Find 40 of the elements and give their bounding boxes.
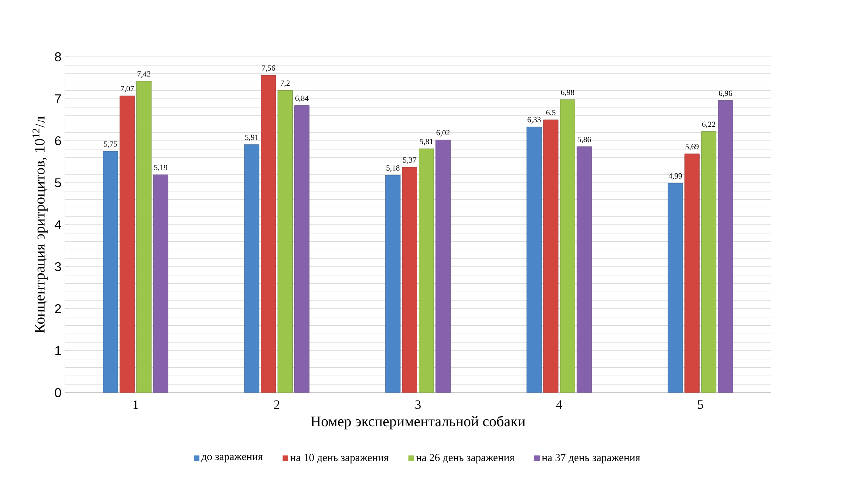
y-tick-label: 1	[56, 346, 62, 356]
legend-label: до заражения	[202, 455, 264, 463]
legend-label: на 37 день заражения	[542, 454, 640, 464]
x-tick-label: 2	[274, 400, 280, 410]
y-tick-label: 2	[55, 304, 62, 314]
y-tick-label: 5	[55, 178, 62, 188]
y-tick-label: 0	[55, 388, 62, 398]
bar	[701, 132, 717, 394]
bar	[244, 144, 260, 394]
bar	[684, 154, 700, 394]
bar	[718, 100, 734, 394]
y-tick-label: 7	[55, 94, 62, 104]
bar	[103, 151, 118, 394]
bar	[261, 76, 276, 394]
y-tick-label: 8	[55, 52, 62, 62]
x-tick-label: 5	[698, 400, 704, 410]
bar	[576, 146, 592, 394]
legend-label: на 26 день заражения	[416, 454, 515, 464]
y-tick-label: 4	[54, 220, 62, 230]
bar	[544, 120, 559, 394]
bar	[436, 140, 451, 394]
bar	[668, 183, 684, 394]
y-tick-label: 3	[55, 262, 62, 272]
x-axis-title: Номер экспериментальной собаки	[311, 416, 526, 430]
bar	[136, 81, 152, 394]
bar	[153, 174, 168, 394]
bar	[386, 175, 401, 394]
legend-label: на 10 день заражения	[290, 454, 389, 464]
x-tick-label: 4	[556, 400, 562, 410]
bar	[294, 106, 310, 394]
bar	[526, 127, 542, 394]
y-axis-title: Концентрация эритроцитов, 10$^{12}$/л	[32, 116, 48, 334]
bar	[120, 96, 136, 394]
y-tick-label: 6	[55, 136, 62, 146]
bar	[278, 90, 293, 394]
bar	[560, 100, 576, 394]
bar	[402, 167, 418, 394]
x-tick-label: 3	[416, 400, 421, 410]
x-tick-label: 1	[134, 400, 138, 410]
bar	[419, 148, 434, 394]
